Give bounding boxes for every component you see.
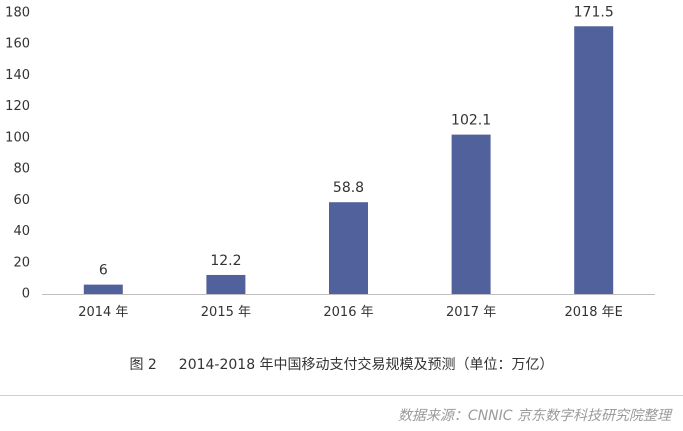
x-tick-label: 2016 年 [323, 305, 373, 320]
x-tick-label: 2017 年 [446, 305, 496, 320]
divider [0, 395, 683, 396]
source-note: 数据来源：CNNIC 京东数字科技研究院整理 [397, 408, 671, 424]
y-tick-label: 60 [13, 193, 30, 208]
y-tick-label: 160 [5, 37, 30, 52]
bar [451, 134, 491, 294]
x-tick-label: 2018 年E [564, 305, 622, 320]
figure-caption: 图 2 2014-2018 年中国移动支付交易规模及预测（单位：万亿） [0, 354, 683, 374]
bar-chart: 0 20 40 60 80 100 120 140 160 180 6 12.2 58.8 102.1 1… [5, 4, 655, 320]
data-label: 171.5 [574, 4, 614, 20]
y-axis: 0 20 40 60 80 100 120 140 160 180 [5, 6, 30, 302]
bars [83, 26, 614, 295]
bar [329, 202, 368, 294]
data-label: 6 [99, 263, 108, 279]
y-tick-label: 180 [5, 6, 30, 21]
y-tick-label: 100 [5, 130, 30, 145]
y-tick-label: 120 [5, 99, 30, 114]
y-tick-label: 40 [13, 224, 30, 239]
x-tick-label: 2015 年 [201, 305, 251, 320]
y-tick-label: 0 [22, 287, 30, 302]
y-tick-label: 80 [13, 162, 30, 177]
figure-number: 图 2 [129, 357, 157, 373]
data-label: 102.1 [451, 113, 491, 129]
y-tick-label: 140 [5, 68, 30, 83]
y-tick-label: 20 [13, 255, 30, 270]
bar [206, 274, 246, 294]
data-label: 58.8 [333, 180, 364, 196]
bar [83, 284, 123, 294]
x-tick-label: 2014 年 [78, 305, 128, 320]
figure-title: 2014-2018 年中国移动支付交易规模及预测（单位：万亿） [178, 357, 554, 373]
bar [574, 26, 614, 295]
data-labels: 6 12.2 58.8 102.1 171.5 [99, 4, 614, 278]
data-label: 12.2 [210, 253, 241, 269]
x-axis: 2014 年 2015 年 2016 年 2017 年 2018 年E [78, 305, 623, 320]
